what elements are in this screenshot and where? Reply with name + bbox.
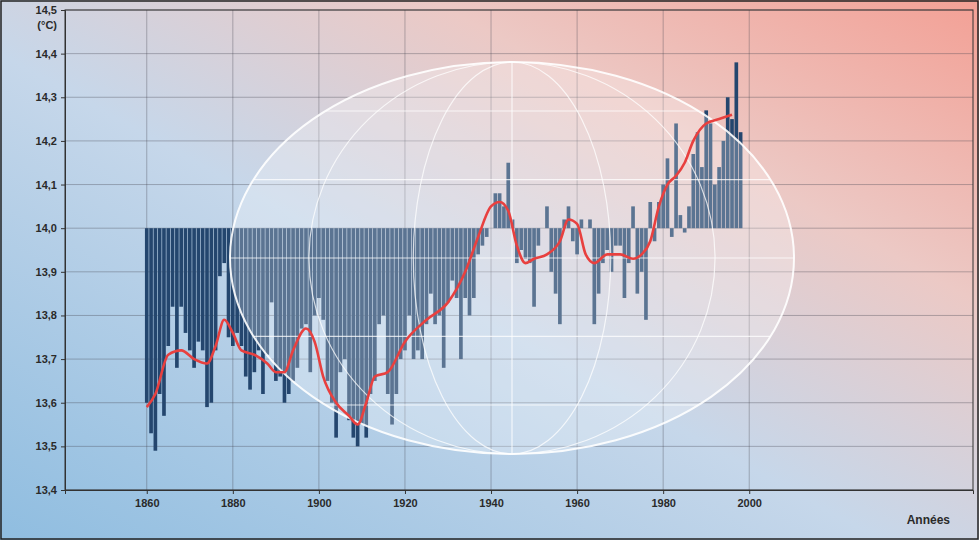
- y-tick-label: 14,3: [36, 91, 57, 103]
- bar: [201, 228, 205, 350]
- bar: [188, 228, 192, 350]
- x-tick-label: 1920: [393, 497, 417, 509]
- x-tick: 1980: [651, 490, 675, 509]
- x-tick: 1880: [221, 490, 245, 509]
- y-axis-unit: (°C): [37, 19, 57, 31]
- bar: [154, 228, 158, 451]
- bar: [145, 228, 149, 403]
- x-axis-title: Années: [907, 513, 951, 527]
- bar: [214, 228, 218, 350]
- y-tick: 13,6: [36, 397, 65, 409]
- x-tick: 1900: [307, 490, 331, 509]
- x-tick-mark: [491, 490, 492, 494]
- y-tick-mark: [61, 272, 65, 273]
- bar: [171, 228, 175, 307]
- y-tick-mark: [61, 490, 65, 491]
- x-tick-mark: [147, 490, 148, 494]
- y-tick-mark: [61, 228, 65, 229]
- y-tick-label: 13,6: [36, 397, 57, 409]
- bar: [166, 228, 170, 346]
- bar: [175, 228, 179, 368]
- y-tick: 13,4: [36, 484, 65, 496]
- y-tick-mark: [61, 446, 65, 447]
- y-tick-label: 14,2: [36, 135, 57, 147]
- y-tick: 13,9: [36, 266, 65, 278]
- y-tick-mark: [61, 10, 65, 11]
- x-tick-label: 1940: [479, 497, 503, 509]
- y-tick-label: 14,5: [36, 4, 57, 16]
- bar: [209, 228, 213, 403]
- globe-parallel: [254, 179, 771, 180]
- y-tick: 14,4: [36, 48, 65, 60]
- y-tick-mark: [61, 403, 65, 404]
- x-tick-label: 1880: [221, 497, 245, 509]
- x-tick-mark: [663, 490, 664, 494]
- y-tick: 14,2: [36, 135, 65, 147]
- y-tick: 14,1: [36, 179, 65, 191]
- y-tick-mark: [61, 97, 65, 98]
- x-axis-line: [66, 491, 974, 495]
- smoothed-line: [147, 115, 732, 425]
- globe-parallel: [230, 257, 794, 258]
- x-tick-label: 1860: [135, 497, 159, 509]
- outer-frame: [1, 1, 978, 539]
- y-tick: 13,8: [36, 309, 65, 321]
- y-tick: 13,5: [36, 440, 65, 452]
- bar: [158, 228, 162, 394]
- bar: [179, 228, 183, 307]
- y-tick-label: 13,5: [36, 440, 57, 452]
- grid-line: [65, 53, 973, 54]
- bar: [184, 228, 188, 333]
- bar: [222, 228, 226, 263]
- x-tick: 1940: [479, 490, 503, 509]
- y-tick: 14,5: [36, 4, 65, 16]
- x-tick-label: 1900: [307, 497, 331, 509]
- y-tick-label: 13,4: [36, 484, 58, 496]
- x-tick: 1920: [393, 490, 417, 509]
- globe-parallel: [325, 404, 698, 405]
- plot-frame: [65, 10, 973, 490]
- bar: [197, 228, 201, 341]
- x-tick-label: 2000: [737, 497, 761, 509]
- y-tick: 14,0: [36, 222, 65, 234]
- bar: [162, 228, 166, 416]
- y-tick-mark: [61, 141, 65, 142]
- x-tick: 1860: [135, 490, 159, 509]
- background: [0, 0, 979, 540]
- chart: 13,4 13,5 13,6 13,7 13,8 13,9 14,0 14,1 14,2 14,3…: [0, 0, 979, 540]
- y-tick-mark: [61, 359, 65, 360]
- y-tick-mark: [61, 315, 65, 316]
- y-tick-label: 14,0: [36, 222, 57, 234]
- bar: [218, 228, 222, 276]
- globe-parallel: [254, 336, 771, 337]
- x-tick-mark: [233, 490, 234, 494]
- bar: [192, 228, 196, 368]
- x-tick: 1960: [565, 490, 589, 509]
- x-tick-mark: [749, 490, 750, 494]
- y-tick: 14,3: [36, 91, 65, 103]
- grid: [65, 10, 973, 490]
- y-tick-label: 13,9: [36, 266, 57, 278]
- y-tick-label: 13,7: [36, 353, 57, 365]
- x-axis: 1860 1880 1900 1920 1940 1960 1980 2000: [66, 490, 974, 509]
- y-tick-mark: [61, 54, 65, 55]
- x-tick-mark: [405, 490, 406, 494]
- x-tick-mark: [577, 490, 578, 494]
- x-tick: 2000: [737, 490, 761, 509]
- x-tick-mark: [319, 490, 320, 494]
- y-tick-label: 13,8: [36, 309, 57, 321]
- plot-area-lines: [147, 115, 732, 425]
- bar: [205, 228, 209, 407]
- y-tick-label: 14,4: [36, 48, 58, 60]
- x-tick-label: 1980: [651, 497, 675, 509]
- x-tick-label: 1960: [565, 497, 589, 509]
- y-tick-mark: [61, 185, 65, 186]
- y-tick-label: 14,1: [36, 179, 57, 191]
- y-tick: 13,7: [36, 353, 65, 365]
- globe-parallel: [325, 110, 698, 111]
- y-axis: 13,4 13,5 13,6 13,7 13,8 13,9 14,0 14,1 14,2 14,3…: [36, 4, 66, 496]
